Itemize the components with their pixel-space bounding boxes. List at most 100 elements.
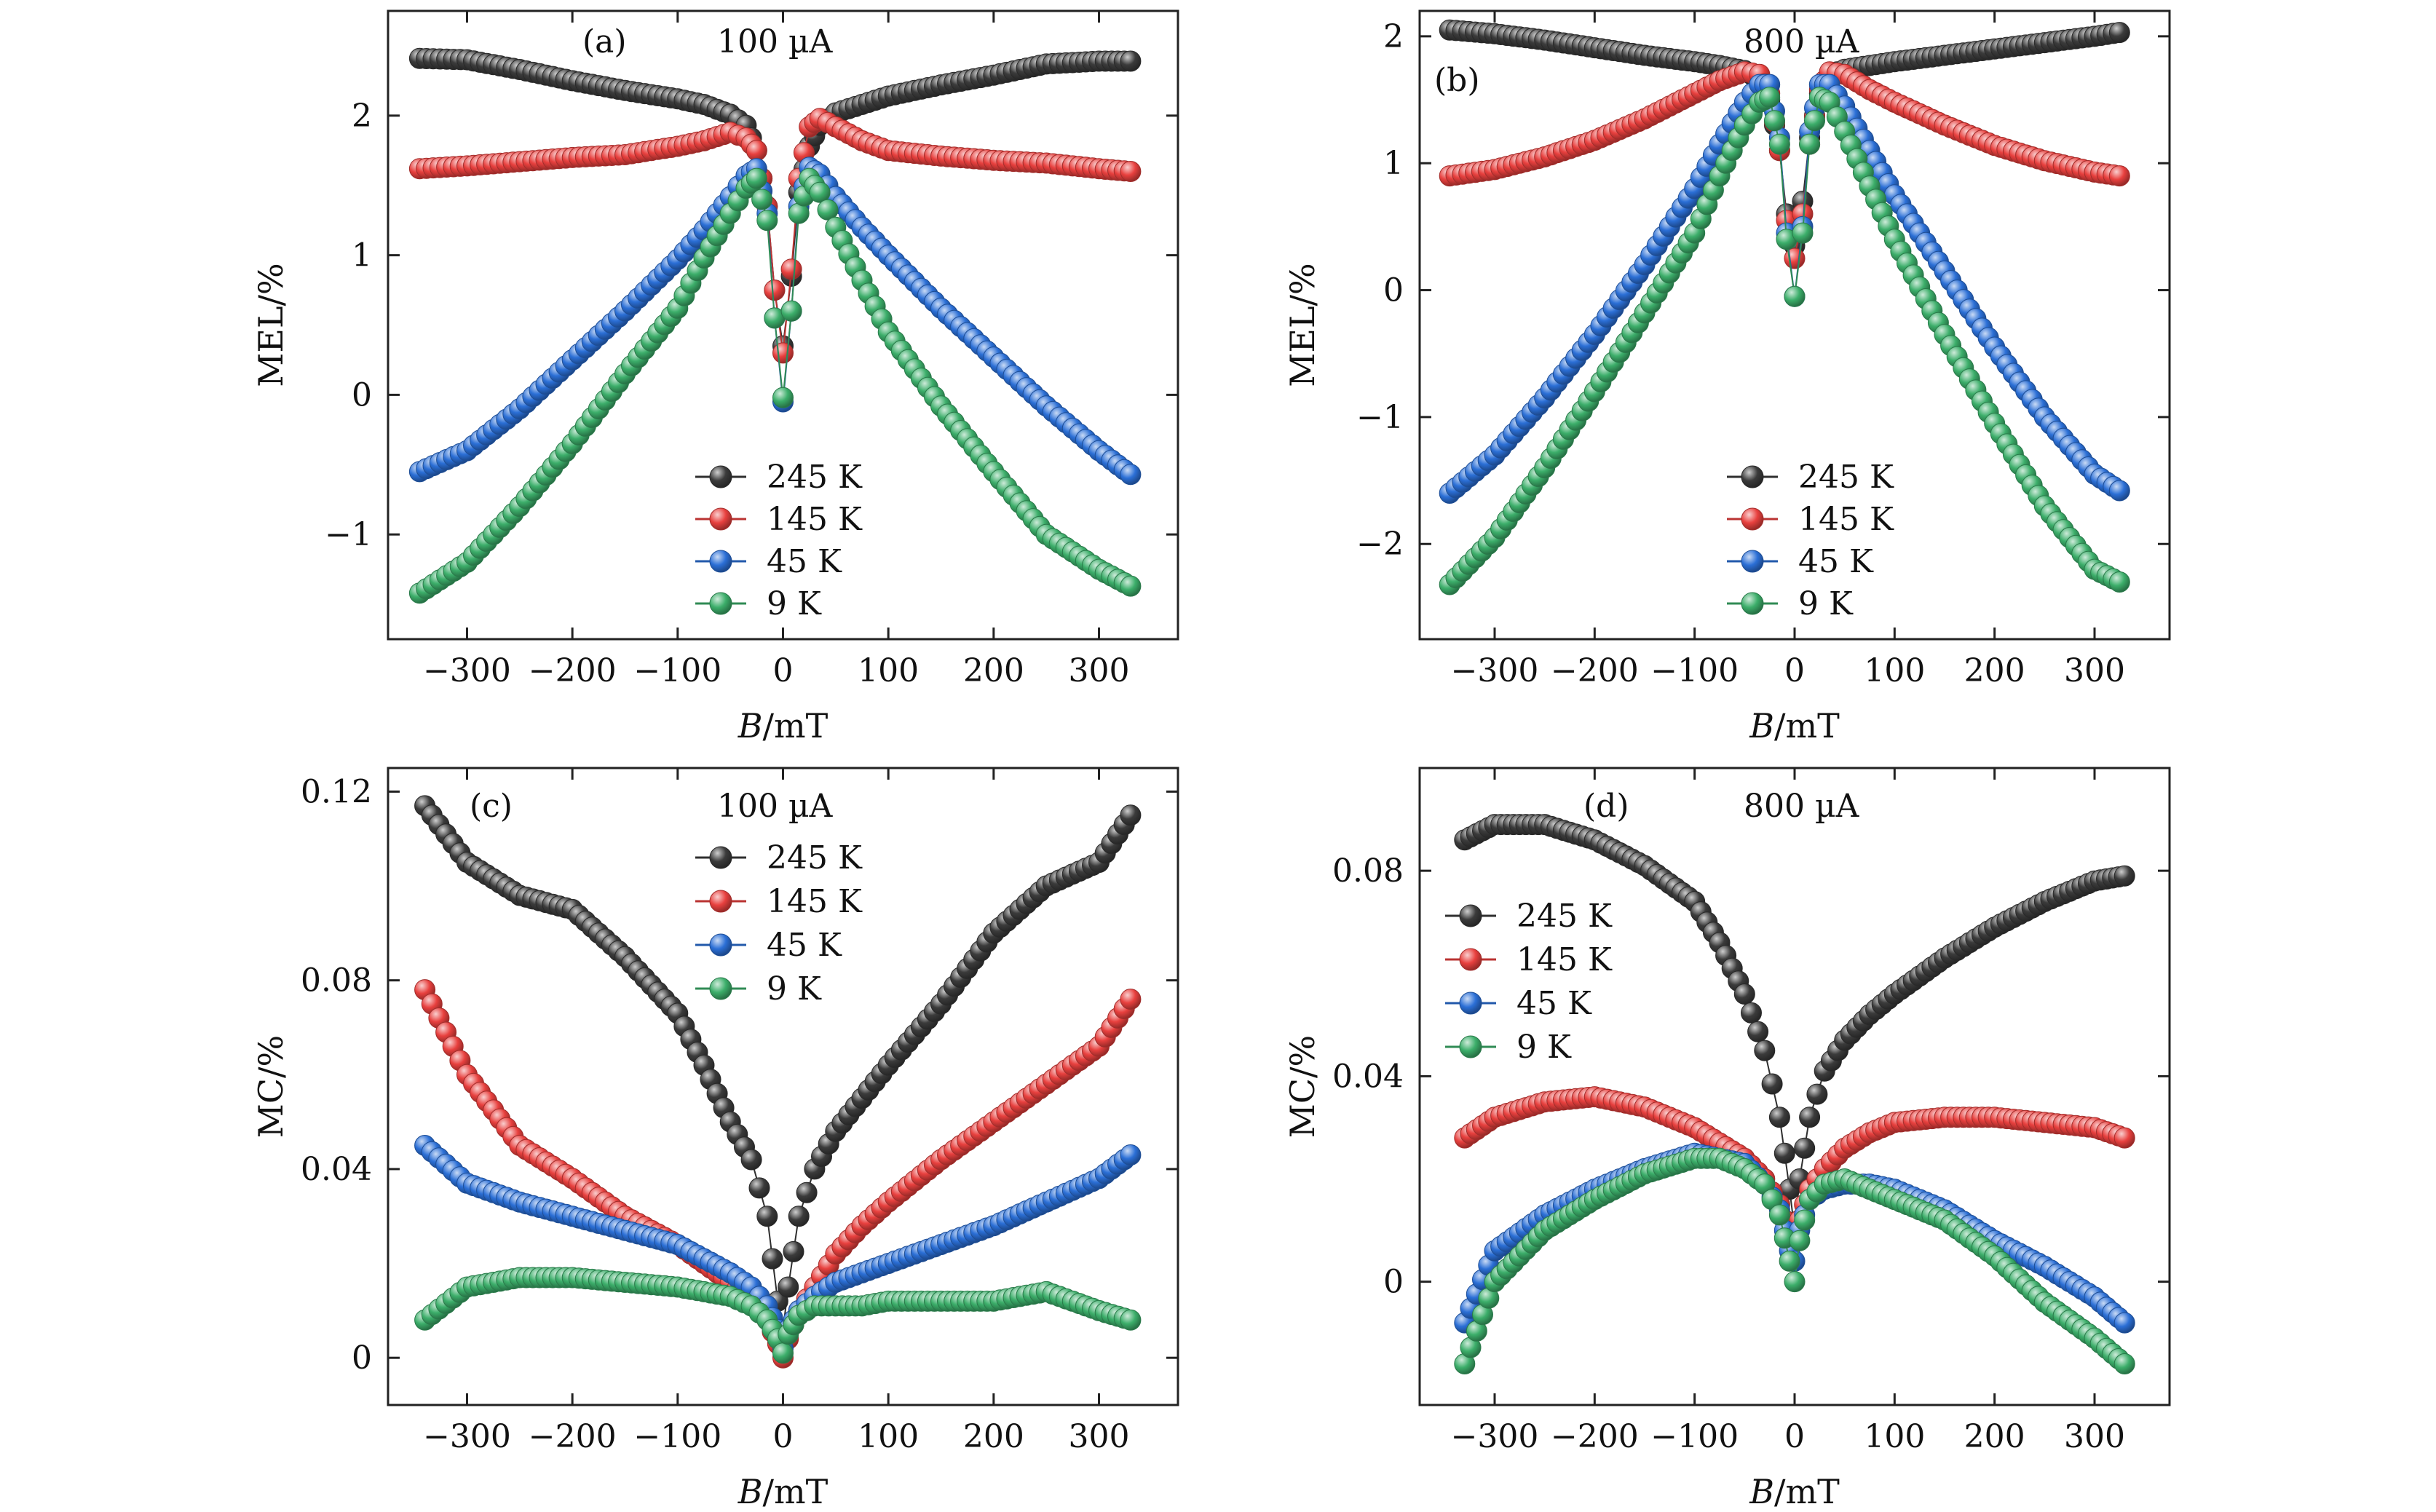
data-point [778, 1276, 799, 1298]
series-245k [1454, 814, 2135, 1241]
series-45k [414, 1135, 1142, 1359]
x-tick-label: −100 [1650, 652, 1739, 689]
data-point [1794, 1209, 1816, 1231]
x-tick-label: 300 [1069, 652, 1130, 689]
x-axis-title: B/mT [1749, 706, 1840, 745]
data-point [1120, 575, 1142, 597]
y-tick-label: −1 [325, 516, 372, 553]
x-tick-label: 100 [1864, 652, 1925, 689]
series-9k [1454, 1147, 2135, 1374]
data-point [1120, 804, 1142, 826]
data-point [1804, 110, 1825, 132]
data-point [2113, 865, 2135, 887]
y-axis-title: MC/% [251, 1035, 290, 1139]
legend-marker [1741, 465, 1764, 488]
data-point [1779, 1250, 1800, 1272]
legend-marker [709, 507, 732, 531]
series-9k [1439, 87, 2130, 595]
y-tick-label: 2 [352, 98, 372, 135]
data-point [809, 181, 831, 203]
x-tick-label: 0 [1784, 1418, 1805, 1455]
data-point [764, 280, 786, 301]
x-tick-label: 300 [2064, 1418, 2125, 1455]
plot-frame [1418, 9, 2171, 641]
data-point [1120, 1309, 1142, 1331]
y-tick-label: 0 [352, 376, 372, 413]
legend-label: 145 K [767, 883, 863, 920]
data-point [1120, 1144, 1142, 1165]
data-point [2108, 165, 2130, 187]
data-point [740, 1149, 762, 1171]
data-point [756, 1206, 778, 1227]
x-tick-label: 100 [1864, 1418, 1925, 1455]
data-point [1789, 1230, 1811, 1251]
legend-label: 9 K [1798, 585, 1854, 622]
data-point [1120, 50, 1142, 72]
legend-label: 245 K [1516, 898, 1613, 935]
x-tick-label: 200 [1964, 652, 2025, 689]
legend-label: 9 K [1516, 1029, 1572, 1066]
y-tick-label: 0.04 [301, 1151, 372, 1188]
x-tick-label: 0 [1784, 652, 1805, 689]
data-point [1794, 1137, 1816, 1159]
data-point [2108, 571, 2130, 593]
data-point [1759, 87, 1781, 108]
x-tick-label: 300 [2064, 652, 2125, 689]
panel-tag: (a) [582, 23, 627, 60]
legend-marker [1741, 507, 1764, 531]
legend-marker [709, 550, 732, 573]
legend-label: 145 K [1516, 941, 1613, 978]
data-point [1799, 1107, 1821, 1128]
data-point [1747, 1021, 1769, 1042]
legend-label: 145 K [767, 501, 863, 538]
x-tick-label: 300 [1069, 1418, 1130, 1455]
x-tick-label: 100 [858, 652, 919, 689]
data-point [780, 300, 802, 322]
legend-label: 245 K [767, 459, 863, 496]
data-point [1768, 133, 1790, 155]
data-point [1120, 989, 1142, 1010]
data-point [2108, 480, 2130, 502]
panel-tag: (b) [1434, 62, 1480, 99]
legend-label: 9 K [767, 585, 822, 622]
panel-tag: (c) [470, 788, 513, 825]
data-point [780, 258, 802, 280]
data-point [2113, 1312, 2135, 1334]
x-tick-label: −200 [1551, 652, 1639, 689]
legend-label: 45 K [1798, 543, 1874, 580]
x-tick-label: −300 [423, 1418, 511, 1455]
data-point [1792, 222, 1814, 244]
y-tick-label: 2 [1383, 18, 1404, 55]
series-145k [408, 108, 1142, 364]
data-point [751, 189, 773, 210]
x-tick-label: −100 [633, 1418, 721, 1455]
series-line [1464, 823, 2125, 1231]
series-45k [408, 157, 1142, 486]
x-tick-label: −200 [529, 652, 617, 689]
y-tick-label: 0.12 [301, 773, 372, 810]
panel-subtitle: 800 µA [1744, 788, 1860, 825]
data-point [796, 1182, 818, 1203]
x-tick-label: −300 [1451, 1418, 1539, 1455]
series-45k [1439, 74, 2130, 504]
data-point [746, 140, 767, 162]
legend-marker [709, 846, 732, 869]
data-point [1733, 983, 1755, 1005]
series-9k [414, 1267, 1142, 1364]
x-axis-title: B/mT [737, 706, 829, 745]
data-point [1784, 285, 1806, 307]
data-point [762, 1248, 783, 1270]
x-tick-label: 0 [773, 1418, 794, 1455]
data-point [772, 342, 794, 364]
y-tick-label: 0 [1383, 1264, 1404, 1301]
panel-subtitle: 100 µA [717, 23, 834, 60]
x-tick-label: −100 [1650, 1418, 1739, 1455]
data-point [2108, 22, 2130, 44]
data-point [1806, 1083, 1828, 1105]
y-tick-label: 1 [352, 237, 372, 274]
data-point [1741, 1002, 1762, 1024]
data-point [1120, 161, 1142, 182]
y-axis-title: MEL/% [251, 263, 290, 387]
x-tick-label: −100 [633, 652, 721, 689]
